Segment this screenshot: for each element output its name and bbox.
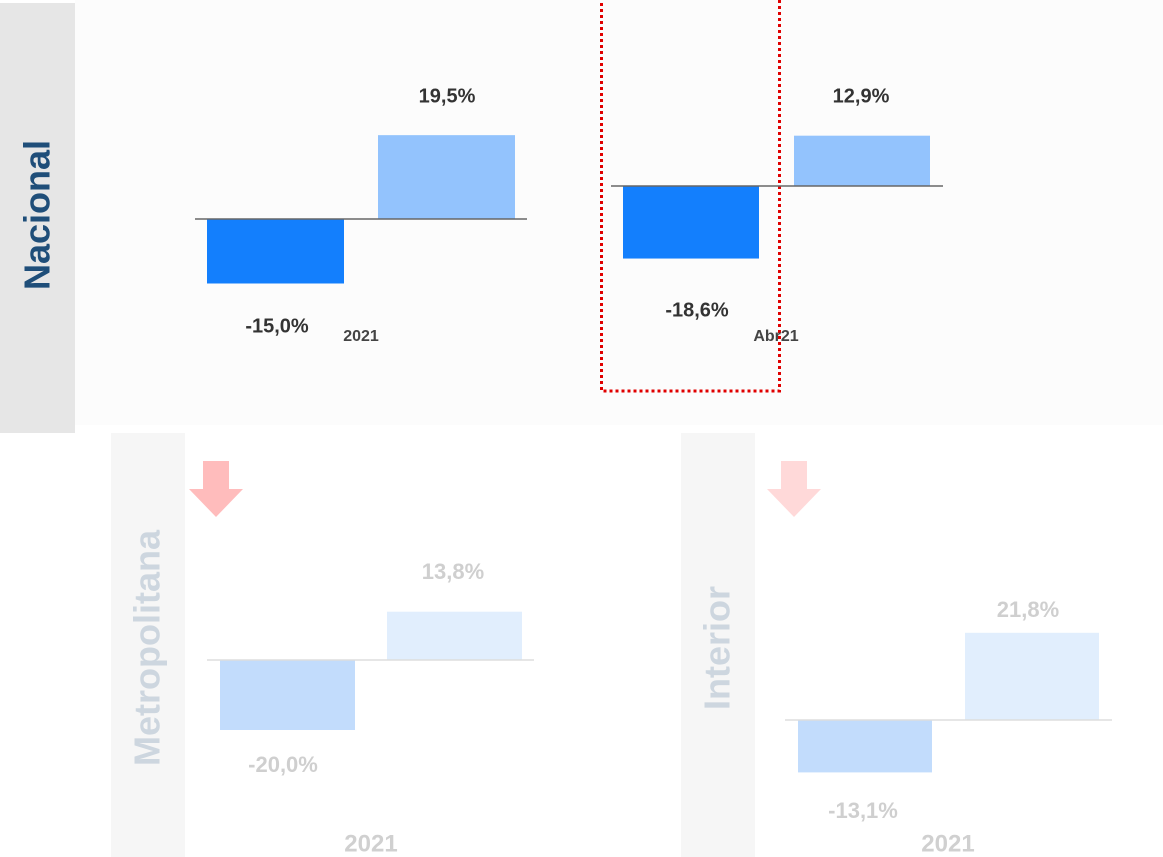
down-arrow (767, 461, 821, 517)
bar (798, 720, 932, 773)
category-label: Abr21 (753, 328, 798, 345)
bar (378, 135, 515, 219)
down-arrow (189, 461, 243, 517)
side-label-bg (0, 3, 75, 433)
value-label: 13,8% (422, 559, 484, 584)
bar (207, 219, 344, 284)
top-panel (75, 0, 1163, 425)
panel-title: Metropolitana (127, 529, 168, 766)
value-label: -15,0% (245, 315, 309, 337)
value-label: 21,8% (997, 597, 1059, 622)
category-label: 2021 (344, 830, 397, 857)
category-label: 2021 (343, 328, 379, 345)
bar (387, 611, 522, 660)
value-label: -20,0% (248, 752, 318, 777)
bar (220, 660, 355, 730)
value-label: 12,9% (833, 85, 890, 107)
side-label-bg (111, 433, 185, 857)
value-label: -18,6% (665, 299, 729, 321)
value-label: 19,5% (419, 85, 476, 107)
side-label-bg (681, 433, 755, 857)
value-label: -13,1% (828, 798, 898, 823)
bar (794, 135, 930, 186)
panel-title: Interior (697, 586, 738, 710)
category-label: 2021 (921, 830, 974, 857)
panel-title: Nacional (17, 140, 58, 290)
bar (965, 632, 1099, 720)
highlight-box (600, 0, 781, 393)
bar (623, 186, 759, 259)
